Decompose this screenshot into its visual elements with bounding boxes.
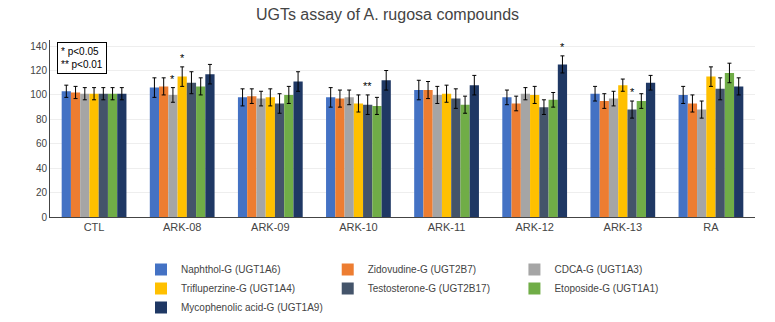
svg-text:Zidovudine-G (UGT2B7): Zidovudine-G (UGT2B7) — [368, 264, 476, 275]
svg-text:Naphthol-G (UGT1A6): Naphthol-G (UGT1A6) — [181, 264, 280, 275]
svg-text:ARK-13: ARK-13 — [604, 221, 643, 233]
svg-text:140: 140 — [30, 41, 47, 52]
svg-text:ARK-08: ARK-08 — [163, 221, 202, 233]
svg-text:Mycophenolic acid-G (UGT1A9): Mycophenolic acid-G (UGT1A9) — [181, 302, 323, 313]
svg-text:ARK-09: ARK-09 — [251, 221, 290, 233]
svg-text:ARK-10: ARK-10 — [339, 221, 378, 233]
svg-text:ARK-11: ARK-11 — [428, 221, 466, 233]
svg-text:60: 60 — [36, 138, 48, 149]
svg-text:*: * — [630, 86, 635, 98]
svg-text:ARK-12: ARK-12 — [515, 221, 554, 233]
svg-text:*: * — [170, 73, 175, 85]
svg-text:CTL: CTL — [84, 221, 105, 233]
svg-text:40: 40 — [36, 163, 48, 174]
svg-text:100: 100 — [30, 89, 47, 100]
svg-text:80: 80 — [36, 114, 48, 125]
svg-text:Testosterone-G (UGT2B17): Testosterone-G (UGT2B17) — [368, 283, 490, 294]
svg-text:Trifluperzine-G (UGT1A4): Trifluperzine-G (UGT1A4) — [181, 283, 295, 294]
svg-text:*: * — [560, 41, 565, 53]
svg-text:20: 20 — [36, 187, 48, 198]
svg-text:RA: RA — [703, 221, 719, 233]
svg-text:120: 120 — [30, 65, 47, 76]
svg-text:0: 0 — [41, 212, 47, 223]
svg-text:*: * — [180, 52, 185, 64]
svg-text:UGTs assay of A. rugosa compou: UGTs assay of A. rugosa compounds — [256, 6, 519, 23]
svg-text:**: ** — [363, 80, 372, 92]
svg-text:CDCA-G (UGT1A3): CDCA-G (UGT1A3) — [554, 264, 642, 275]
svg-text:Etoposide-G (UGT1A1): Etoposide-G (UGT1A1) — [554, 283, 658, 294]
svg-text:* p<0.05** p<0.01: * p<0.05** p<0.01 — [61, 46, 103, 70]
